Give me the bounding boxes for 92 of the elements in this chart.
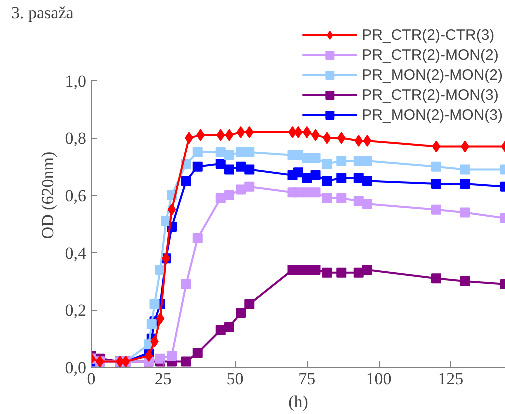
point bbox=[336, 156, 347, 166]
point bbox=[354, 268, 364, 278]
point bbox=[156, 354, 166, 364]
point bbox=[336, 193, 347, 204]
point bbox=[362, 176, 372, 186]
point bbox=[302, 126, 312, 138]
point bbox=[216, 129, 226, 142]
legend-label: PR_CTR(2)-MON(2) bbox=[362, 46, 499, 64]
point bbox=[224, 164, 234, 175]
point bbox=[322, 158, 332, 169]
x-tick-label: 25 bbox=[154, 370, 172, 388]
y-axis-title: OD (620nm) bbox=[38, 152, 58, 240]
point bbox=[310, 170, 321, 180]
point bbox=[216, 193, 226, 204]
legend-label: PR_CTR(2)-CTR(3) bbox=[362, 26, 495, 44]
point bbox=[181, 176, 192, 186]
point bbox=[354, 135, 364, 148]
point bbox=[224, 150, 234, 160]
point bbox=[294, 150, 304, 160]
point bbox=[460, 164, 470, 175]
point bbox=[225, 129, 234, 142]
x-tick-label: 75 bbox=[298, 370, 316, 388]
point bbox=[236, 126, 246, 138]
point bbox=[224, 322, 234, 332]
point bbox=[244, 148, 255, 158]
y-tick-label: 0,8 bbox=[65, 129, 86, 148]
point bbox=[302, 188, 312, 198]
point bbox=[167, 351, 177, 362]
point bbox=[432, 162, 442, 172]
point bbox=[310, 153, 321, 164]
x-tick-label: 0 bbox=[87, 370, 96, 388]
point bbox=[146, 320, 157, 330]
x-tick-label: 125 bbox=[438, 370, 464, 388]
chart-title: 3. pasaža bbox=[12, 4, 74, 22]
point bbox=[310, 265, 321, 276]
point bbox=[460, 276, 470, 286]
point bbox=[322, 193, 332, 204]
point bbox=[354, 173, 364, 184]
point bbox=[181, 356, 192, 367]
point bbox=[302, 173, 312, 184]
point bbox=[216, 325, 226, 336]
point bbox=[432, 140, 441, 153]
point bbox=[156, 312, 165, 325]
point bbox=[322, 268, 332, 278]
point bbox=[302, 153, 312, 164]
point bbox=[150, 299, 160, 310]
point bbox=[460, 208, 470, 218]
x-axis-title: (h) bbox=[288, 392, 308, 412]
point bbox=[363, 135, 372, 148]
point bbox=[460, 179, 470, 190]
point bbox=[432, 204, 442, 215]
point bbox=[294, 168, 304, 178]
legend-label: PR_MON(2)-MON(3) bbox=[362, 106, 503, 124]
point bbox=[236, 308, 246, 318]
x-tick-label: 100 bbox=[366, 370, 392, 388]
legend-label: PR_MON(2)-MON(2) bbox=[362, 66, 503, 84]
legend-label: PR_CTR(2)-MON(3) bbox=[362, 86, 499, 104]
point bbox=[362, 265, 372, 276]
point bbox=[216, 148, 226, 158]
point bbox=[354, 196, 364, 206]
point bbox=[216, 158, 226, 169]
point bbox=[294, 126, 303, 138]
y-tick-label: 1,0 bbox=[65, 72, 86, 91]
point bbox=[310, 188, 321, 198]
point bbox=[362, 156, 372, 166]
point bbox=[244, 182, 255, 192]
y-tick-label: 0,4 bbox=[65, 244, 87, 263]
point bbox=[236, 162, 246, 172]
y-tick-label: 0,6 bbox=[65, 186, 86, 206]
point bbox=[181, 279, 192, 290]
point bbox=[168, 204, 176, 216]
point bbox=[336, 173, 347, 184]
point bbox=[432, 274, 442, 284]
x-tick-label: 50 bbox=[226, 370, 244, 388]
point bbox=[245, 126, 254, 138]
point bbox=[236, 184, 246, 195]
point bbox=[432, 179, 442, 190]
point bbox=[337, 132, 346, 144]
y-tick-label: 0,0 bbox=[65, 358, 86, 378]
point bbox=[244, 164, 255, 175]
point bbox=[224, 190, 234, 200]
point bbox=[362, 199, 372, 210]
point bbox=[192, 148, 203, 158]
point bbox=[192, 348, 203, 358]
point bbox=[302, 265, 312, 276]
point bbox=[244, 299, 255, 310]
point bbox=[192, 162, 203, 172]
point bbox=[144, 350, 154, 362]
point bbox=[192, 234, 203, 244]
y-tick-label: 0,2 bbox=[65, 301, 86, 320]
point bbox=[336, 268, 347, 278]
point bbox=[322, 176, 332, 186]
